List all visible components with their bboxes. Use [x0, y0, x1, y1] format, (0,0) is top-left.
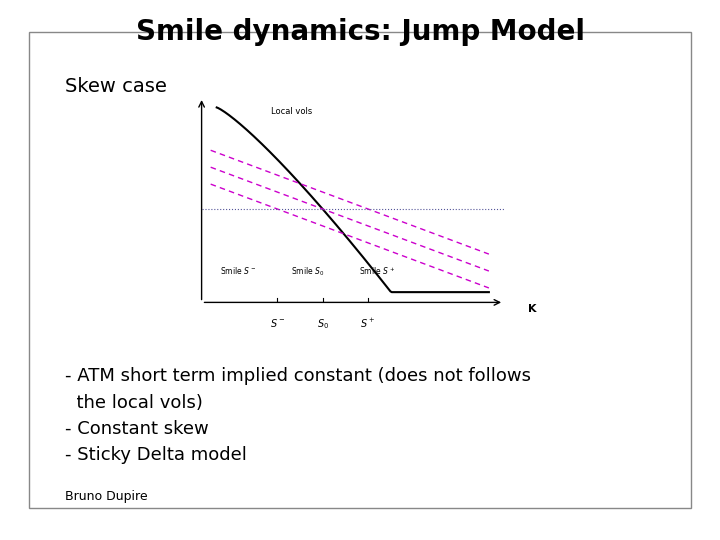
Text: Smile $S^+$: Smile $S^+$	[359, 266, 395, 277]
Text: Smile dynamics: Jump Model: Smile dynamics: Jump Model	[135, 18, 585, 46]
Text: Bruno Dupire: Bruno Dupire	[65, 490, 148, 503]
Text: Smile $S^-$: Smile $S^-$	[220, 266, 256, 276]
Text: - ATM short term implied constant (does not follows
  the local vols)
- Constant: - ATM short term implied constant (does …	[65, 367, 531, 464]
Text: Skew case: Skew case	[65, 77, 166, 96]
Text: Smile $S_0$: Smile $S_0$	[291, 266, 324, 278]
Text: $S^+$: $S^+$	[360, 317, 376, 330]
Text: $S^-$: $S^-$	[269, 317, 285, 329]
Text: Local vols: Local vols	[271, 107, 312, 117]
Text: K: K	[528, 303, 536, 314]
Text: $S_0$: $S_0$	[317, 317, 328, 330]
